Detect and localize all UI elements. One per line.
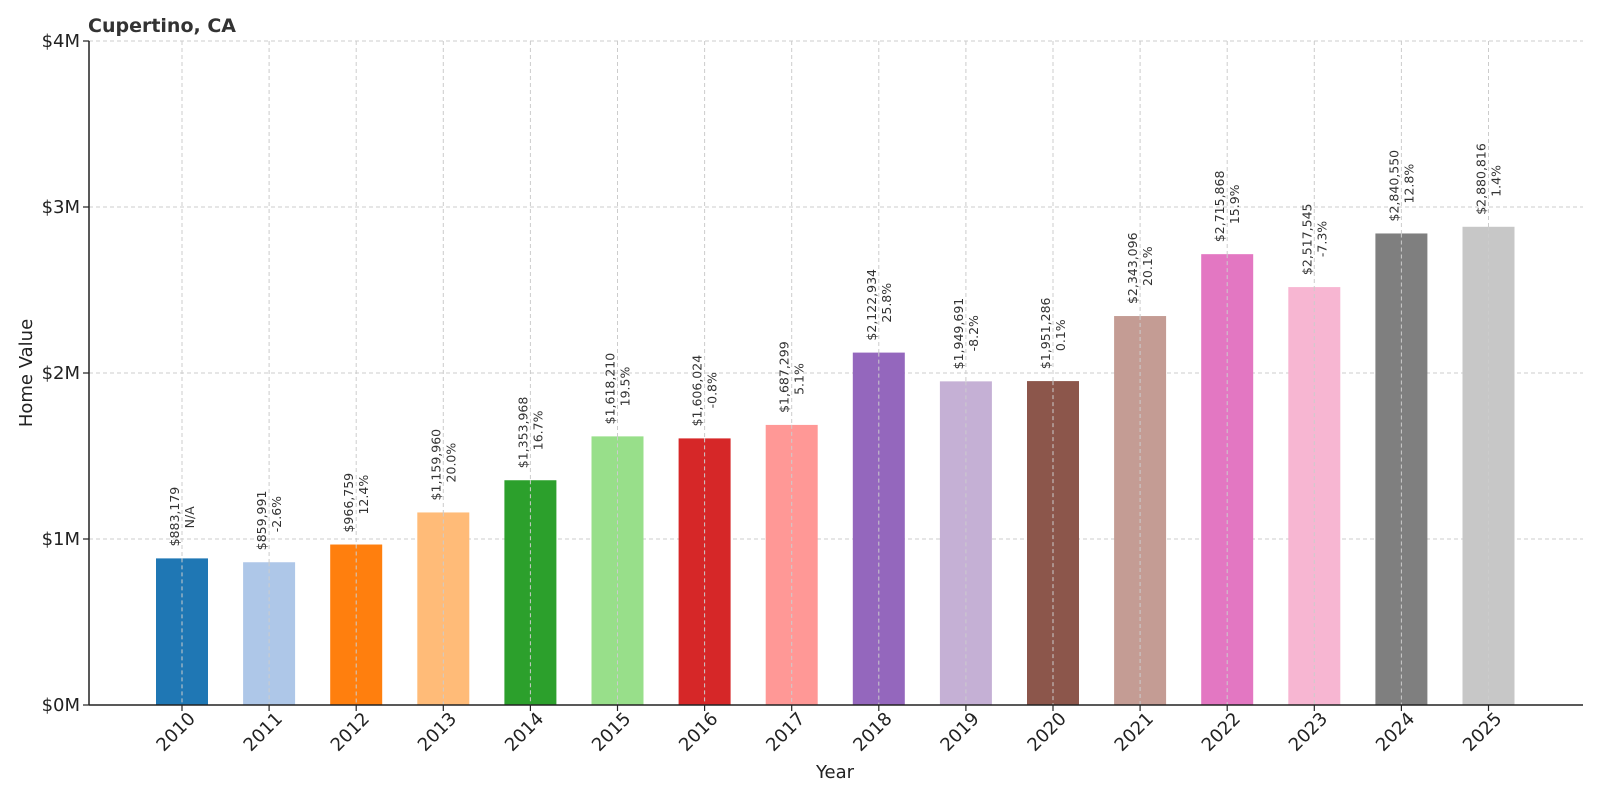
x-tick-label: 2010 [152,708,199,755]
value-label: $2,840,550 [1386,150,1401,222]
change-label: -2.6% [269,496,284,532]
value-label: $1,606,024 [690,355,705,427]
y-axis-label: Home Value [16,319,37,427]
x-tick-label: 2021 [1111,708,1158,755]
value-label: $1,687,299 [777,341,792,413]
x-tick-label: 2011 [240,708,287,755]
x-tick-label: 2024 [1372,708,1419,755]
x-tick-label: 2023 [1285,708,1332,755]
change-label: 12.4% [356,475,371,515]
change-label: -0.8% [705,372,720,408]
change-label: 1.4% [1489,165,1504,197]
x-tick-label: 2020 [1023,708,1070,755]
value-label: $966,759 [341,473,356,533]
value-label: $1,159,960 [428,429,443,501]
change-label: -7.3% [1314,221,1329,257]
x-tick-label: 2022 [1198,708,1245,755]
data-label-layer: $883,179 N/A $859,991 -2.6% $966,759 12.4% $1,… [167,143,1504,550]
change-label: 20.0% [443,443,458,483]
bar-2023 [1288,287,1341,705]
value-label: $859,991 [254,491,269,551]
value-label: $2,517,545 [1299,204,1314,276]
x-tick-label: 2015 [588,708,635,755]
y-tick-label: $3M [42,197,80,218]
value-label: $1,353,968 [515,397,530,469]
value-label: $2,343,096 [1125,232,1140,304]
x-tick-layer: 2010 2011 2012 2013 2014 2015 2016 2017 2018 2019… [152,705,1506,756]
value-label: $2,122,934 [864,269,879,341]
x-tick-label: 2013 [414,708,461,755]
value-label: $1,951,286 [1038,297,1053,369]
x-tick-label: 2025 [1459,708,1506,755]
bar-layer [156,226,1515,706]
y-tick-label: $2M [42,363,80,384]
value-label: $1,618,210 [603,353,618,425]
change-label: 0.1% [1053,319,1068,351]
change-label: 19.5% [618,367,633,407]
change-label: 16.7% [530,410,545,450]
value-label: $2,880,816 [1474,143,1489,215]
change-label: 25.8% [879,283,894,323]
x-tick-label: 2014 [501,708,548,755]
y-tick-label: $1M [42,529,80,550]
x-axis-label: Year [815,762,855,783]
chart-title: Cupertino, CA [88,15,236,37]
x-tick-label: 2017 [762,708,809,755]
change-label: 12.8% [1401,164,1416,204]
change-label: 5.1% [792,363,807,395]
change-label: 20.1% [1140,246,1155,286]
value-label: $1,949,691 [951,298,966,370]
y-tick-label: $0M [42,695,80,716]
value-label: $2,715,868 [1212,171,1227,243]
y-tick-layer: $0M $1M $2M $3M $4M [42,31,89,716]
value-label: $883,179 [167,487,182,547]
x-tick-label: 2019 [936,708,983,755]
grid-layer [89,40,1583,705]
change-label: N/A [182,506,197,529]
bar-2013 [417,512,470,705]
change-label: 15.9% [1227,184,1242,224]
x-tick-label: 2018 [849,708,896,755]
x-tick-label: 2012 [327,708,374,755]
y-tick-label: $4M [42,31,80,52]
x-tick-label: 2016 [675,708,722,755]
change-label: -8.2% [966,315,981,351]
